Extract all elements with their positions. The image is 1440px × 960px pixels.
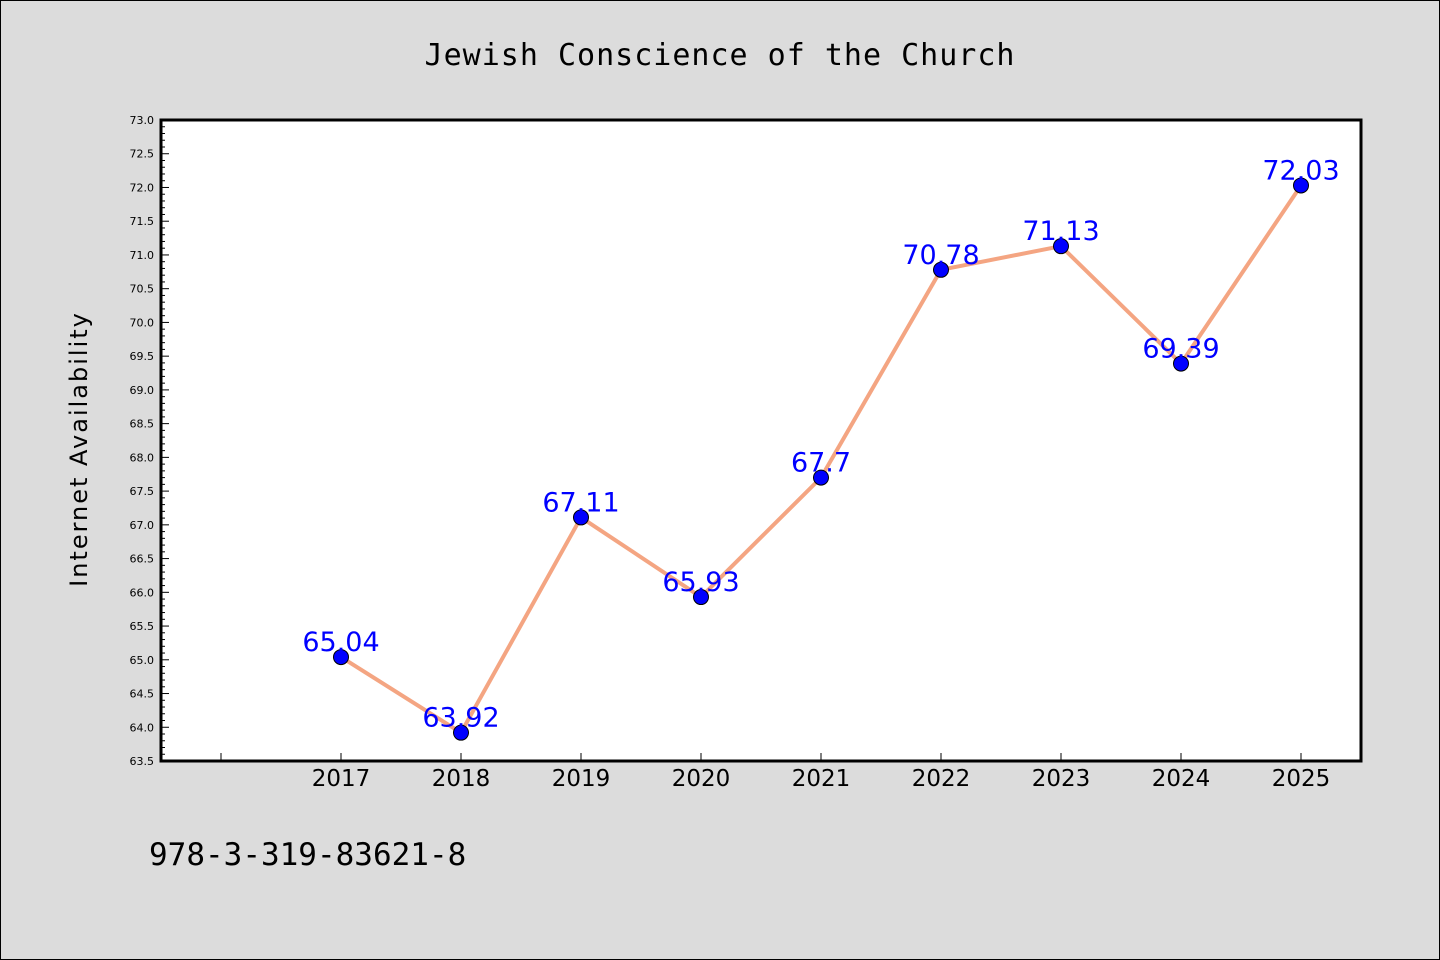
- data-point: [1053, 238, 1069, 255]
- y-tick-label: 64.0: [130, 721, 155, 734]
- data-label: 71.13: [1022, 216, 1099, 247]
- x-tick-label: 2021: [792, 766, 851, 792]
- y-tick-label: 72.0: [130, 181, 155, 194]
- x-tick-label: 2018: [432, 766, 491, 792]
- y-tick-label: 65.0: [130, 654, 155, 667]
- data-label: 65.04: [302, 627, 379, 658]
- y-tick-label: 67.0: [130, 519, 155, 532]
- data-point: [693, 589, 709, 606]
- y-tick-label: 66.0: [130, 586, 155, 599]
- y-tick-label: 63.5: [130, 755, 155, 768]
- data-label: 67.7: [791, 448, 851, 479]
- y-tick-label: 69.5: [130, 350, 155, 363]
- x-tick-label: 2025: [1272, 766, 1331, 792]
- x-tick-label: 2019: [552, 766, 611, 792]
- data-point: [453, 724, 469, 741]
- chart-title: Jewish Conscience of the Church: [425, 38, 1016, 73]
- data-label: 69.39: [1142, 334, 1219, 365]
- y-tick-label: 71.5: [130, 215, 155, 228]
- y-tick-label: 68.0: [130, 451, 155, 464]
- x-tick-label: 2024: [1152, 766, 1211, 792]
- data-label: 65.93: [662, 567, 739, 598]
- data-point: [333, 649, 349, 666]
- x-tick-label: 2017: [312, 766, 371, 792]
- y-tick-label: 72.5: [130, 148, 155, 161]
- data-point: [1173, 355, 1189, 372]
- x-tick-label: 2020: [672, 766, 731, 792]
- data-point: [813, 469, 829, 486]
- y-tick-label: 70.0: [130, 316, 155, 329]
- data-labels: 65.04 63.92 67.11 65.93 67.7 70.78 71.13 69.39 7…: [302, 155, 1339, 733]
- data-label: 70.78: [902, 240, 979, 271]
- y-tick-label: 69.0: [130, 384, 155, 397]
- y-tick-label: 73.0: [130, 114, 155, 127]
- y-tick-label: 68.5: [130, 418, 155, 431]
- y-axis-label: Internet Availability: [65, 311, 93, 587]
- y-axis: 63.5 64.0 64.5 65.0 65.5 66.0 66.5 67.0 67.5 68.0…: [130, 114, 169, 768]
- series-group: [333, 177, 1309, 741]
- footer-isbn: 978-3-319-83621-8: [149, 837, 466, 873]
- y-tick-label: 66.5: [130, 553, 155, 566]
- data-point: [933, 261, 949, 278]
- data-label: 67.11: [542, 487, 619, 518]
- y-tick-label: 64.5: [130, 688, 155, 701]
- data-point: [1293, 177, 1309, 194]
- x-tick-label: 2023: [1032, 766, 1091, 792]
- x-axis: 2017 2018 2019 2020 2021 2022 2023 2024 2025: [220, 753, 1331, 792]
- y-tick-label: 67.5: [130, 485, 155, 498]
- y-tick-label: 71.0: [130, 249, 155, 262]
- y-tick-label: 70.5: [130, 283, 155, 296]
- y-tick-label: 65.5: [130, 620, 155, 633]
- data-point: [573, 509, 589, 526]
- x-tick-label: 2022: [912, 766, 971, 792]
- data-label: 72.03: [1262, 155, 1339, 186]
- plot-area: [159, 118, 1363, 763]
- data-label: 63.92: [422, 703, 499, 734]
